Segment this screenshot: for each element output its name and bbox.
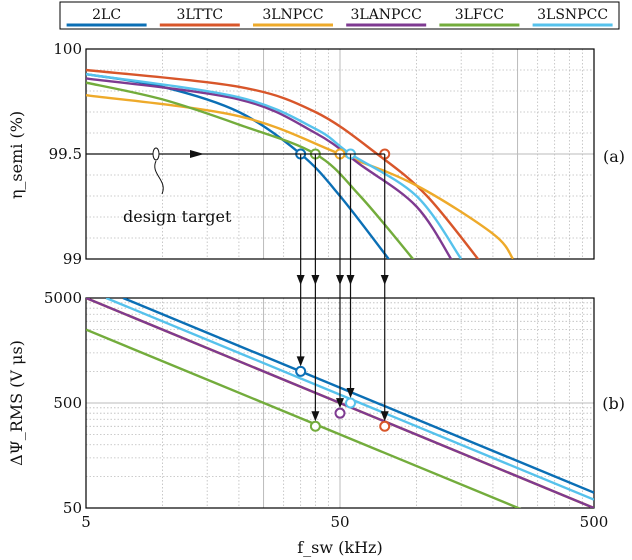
series-line-3lfcc xyxy=(86,81,415,259)
design-target-leader xyxy=(154,160,164,195)
link-arrowhead-2lc xyxy=(296,356,305,367)
legend-box xyxy=(59,1,620,30)
y-tick-label-b: 500 xyxy=(53,394,82,412)
gap-arrowhead-3lfcc xyxy=(311,275,320,285)
link-arrowhead-3lsnpcc xyxy=(346,388,355,398)
y-tick-label-b: 50 xyxy=(63,499,82,517)
link-arrowhead-3lnpcc xyxy=(336,398,344,409)
x-tick-label: 5 xyxy=(81,513,91,531)
marker-b-3lsnpcc xyxy=(345,397,357,409)
panel-label-b: (b) xyxy=(602,394,625,413)
x-tick-label: 50 xyxy=(330,513,349,531)
annotation-design-target: design target xyxy=(123,207,232,226)
legend-label-2lc: 2LC xyxy=(92,7,121,23)
legend-label-3lnpcc: 3LNPCC xyxy=(262,7,323,23)
y-axis-label-b: ΔΨ_RMS (V μs) xyxy=(7,340,26,466)
legend-label-3lfcc: 3LFCC xyxy=(455,7,504,23)
panel-label-a: (a) xyxy=(603,147,625,166)
series-line-3lsnpcc xyxy=(86,73,463,259)
design-target-arrowhead xyxy=(190,150,204,158)
legend-label-3lsnpcc: 3LSNPCC xyxy=(537,7,608,23)
legend-label-3lanpcc: 3LANPCC xyxy=(350,7,421,23)
ticks-a: 99 99.5 100 xyxy=(49,40,82,268)
marker-b-3lfcc xyxy=(309,420,321,432)
series-line-2lc xyxy=(86,73,391,259)
y-tick-label-b: 5000 xyxy=(44,289,82,307)
marker-b-2lc xyxy=(295,365,307,377)
link-arrowhead-3lttc xyxy=(380,411,389,422)
y-tick-label-a: 99 xyxy=(63,250,82,268)
y-tick-label-a: 100 xyxy=(53,40,82,58)
design-target-arrows xyxy=(86,147,389,422)
gap-arrowhead-3lnpcc xyxy=(336,275,344,285)
x-tick-label: 500 xyxy=(580,513,609,531)
design-target-marker xyxy=(152,147,160,161)
x-axis-label: f_sw (kHz) xyxy=(297,538,382,557)
link-arrowhead-3lfcc xyxy=(311,411,320,422)
legend: 2LC 3LTTC 3LNPCC 3LANPCC 3LFCC 3LSNPCC xyxy=(59,1,620,30)
legend-label-3lttc: 3LTTC xyxy=(176,7,223,23)
marker-b-3lttc xyxy=(379,420,391,432)
marker-b-3lanpcc xyxy=(334,407,346,419)
y-axis-label-a: η_semi (%) xyxy=(7,111,26,199)
series-line-3lanpcc xyxy=(86,77,453,259)
gap-arrowhead-3lttc xyxy=(380,275,389,285)
gap-arrowhead-3lsnpcc xyxy=(346,275,355,285)
y-tick-label-a: 99.5 xyxy=(49,145,82,163)
gap-arrowhead-2lc xyxy=(296,275,305,285)
series-a xyxy=(86,68,515,259)
series-line-2lc xyxy=(122,298,594,494)
series-line-3lttc xyxy=(86,68,480,259)
